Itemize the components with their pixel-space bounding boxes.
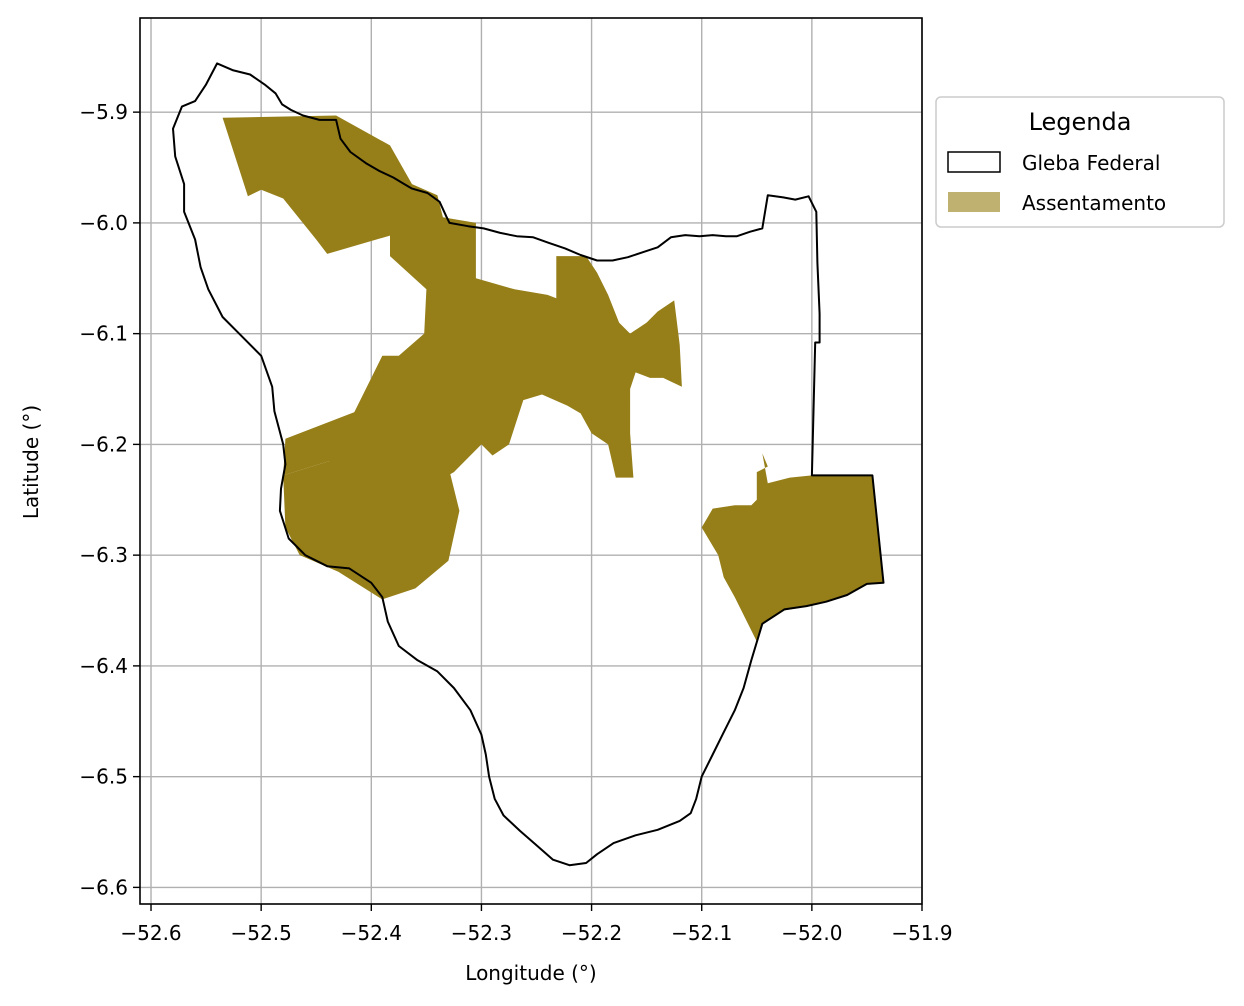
gleba-federal-outline xyxy=(172,62,885,867)
plot-frame xyxy=(139,17,923,905)
assentamento-polygon xyxy=(283,444,460,600)
x-axis-ticks: −52.6 −52.5 −52.4 −52.3 −52.2 −52.1 −52.0 −51.9 xyxy=(120,904,953,945)
x-tick-label: −52.4 xyxy=(341,921,402,945)
x-axis-label: Longitude (°) xyxy=(465,961,596,985)
y-axis-label: Latitude (°) xyxy=(19,405,43,519)
assentamento-layer xyxy=(222,115,884,642)
y-tick-label: −6.3 xyxy=(79,543,128,567)
y-tick-label: −5.9 xyxy=(79,100,128,124)
legend-frame xyxy=(935,96,1225,228)
gleba-federal-layer xyxy=(172,62,885,867)
x-tick-label: −52.1 xyxy=(671,921,732,945)
y-tick-label: −6.0 xyxy=(79,211,128,235)
legend-title: Legenda xyxy=(1029,108,1132,136)
x-tick-label: −52.2 xyxy=(561,921,622,945)
y-tick-label: −6.5 xyxy=(79,765,128,789)
x-tick-label: −51.9 xyxy=(891,921,952,945)
legend-entry-gleba-federal: Gleba Federal xyxy=(1022,151,1160,175)
assentamento-polygon xyxy=(349,145,682,506)
assentamento-polygon xyxy=(283,405,372,476)
gleba-federal-legend-swatch xyxy=(947,151,1001,173)
x-tick-label: −52.5 xyxy=(231,921,292,945)
x-tick-label: −52.6 xyxy=(120,921,181,945)
y-tick-label: −6.2 xyxy=(79,432,128,456)
legend-entry-assentamento: Assentamento xyxy=(1022,191,1166,215)
assentamento-polygon xyxy=(222,115,396,254)
assentamento-legend-swatch xyxy=(948,192,1000,212)
y-tick-label: −6.6 xyxy=(79,875,128,899)
x-tick-label: −52.0 xyxy=(781,921,842,945)
x-tick-label: −52.3 xyxy=(451,921,512,945)
y-tick-label: −6.4 xyxy=(79,654,128,678)
y-axis-ticks: −5.9 −6.0 −6.1 −6.2 −6.3 −6.4 −6.5 −6.6 xyxy=(79,100,140,899)
assentamento-polygon xyxy=(701,453,884,642)
y-tick-label: −6.1 xyxy=(79,322,128,346)
legend: Legenda Gleba Federal Assentamento xyxy=(935,96,1225,228)
